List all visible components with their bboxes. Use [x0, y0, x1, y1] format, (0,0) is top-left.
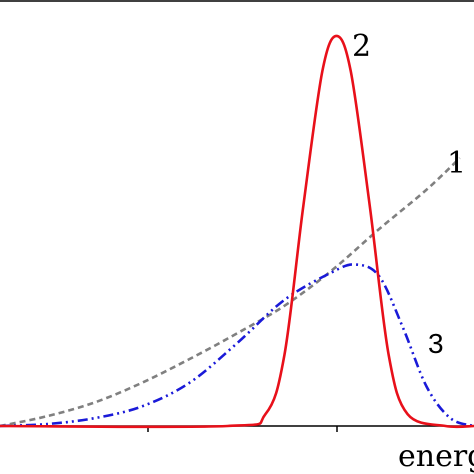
series-3-line [0, 263, 474, 428]
curve-label-2: 2 [352, 29, 371, 64]
x-axis-label: energ [398, 439, 474, 474]
series-1-line [0, 157, 461, 428]
curve-label-3: 3 [428, 328, 444, 359]
series-2-line [0, 34, 474, 429]
curve-label-1: 1 [447, 146, 466, 181]
